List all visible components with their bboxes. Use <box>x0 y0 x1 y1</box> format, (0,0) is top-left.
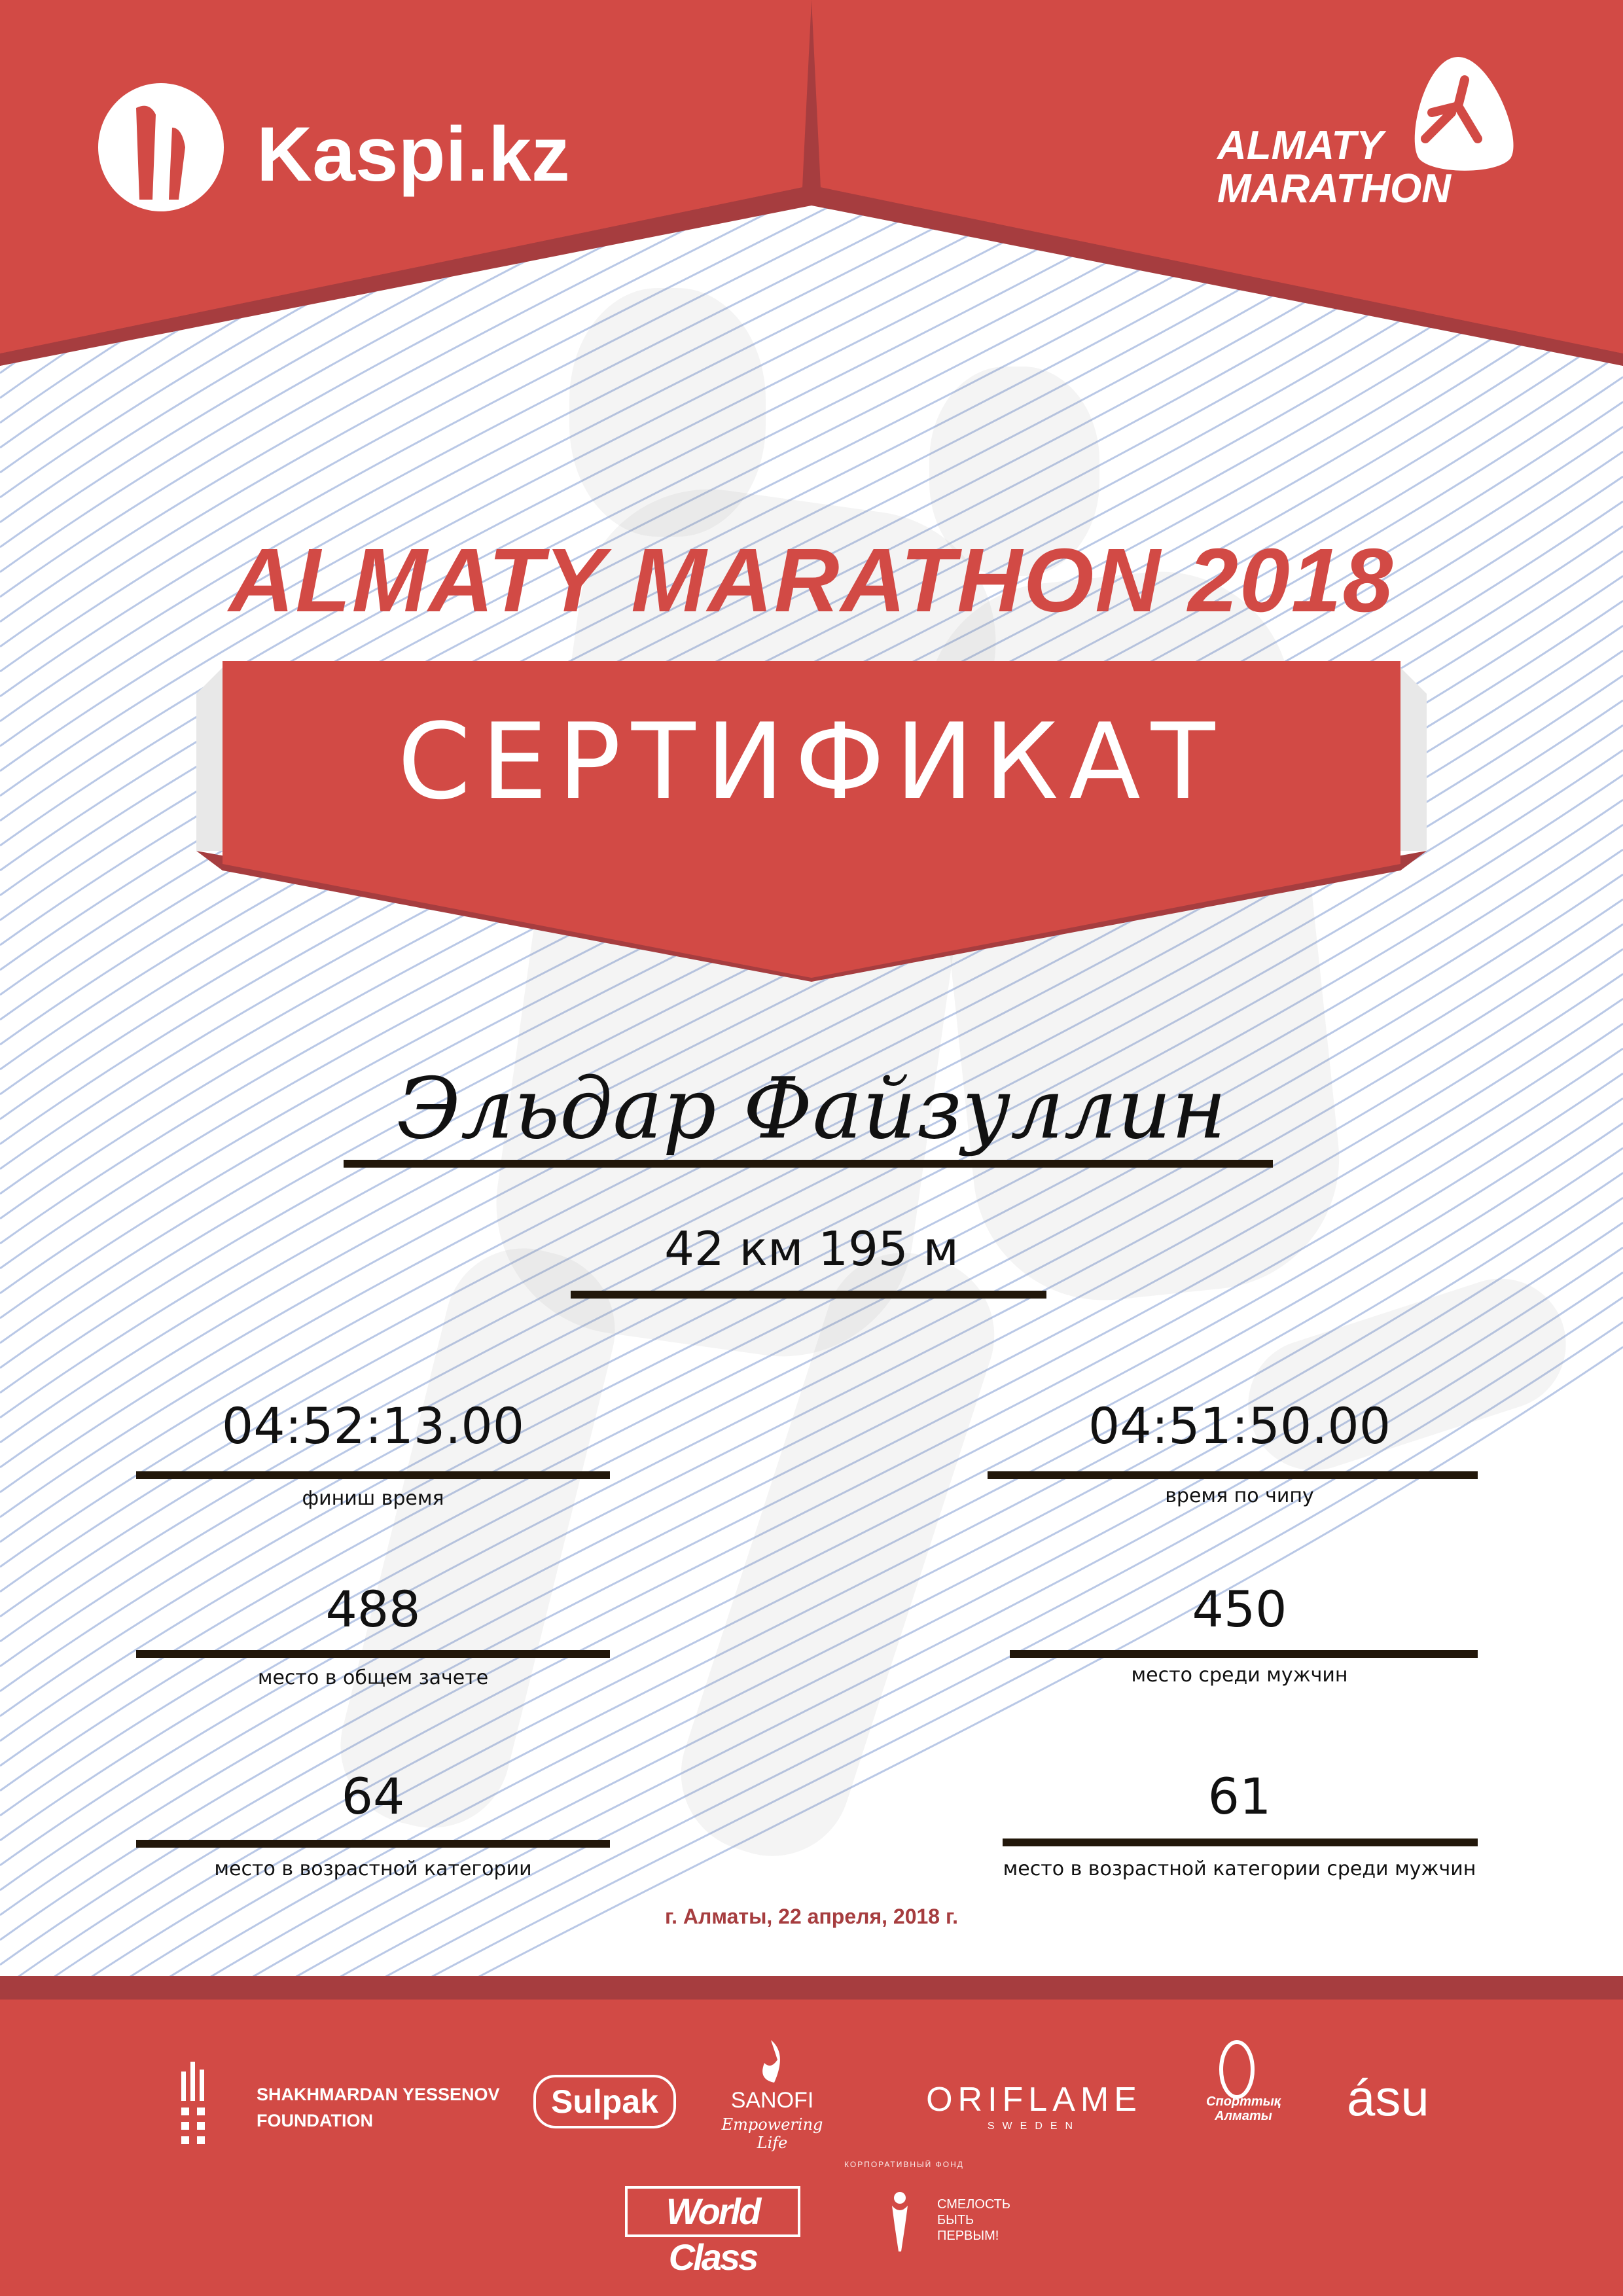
pattern-line <box>0 1097 1623 2016</box>
overall-place-line <box>136 1650 610 1658</box>
pattern-line <box>0 997 1623 1916</box>
male-place-value: 450 <box>1192 1580 1287 1638</box>
marathon-runner-icon <box>1414 57 1514 171</box>
chip-time-value: 04:51:50.00 <box>1088 1397 1391 1455</box>
pattern-line <box>0 848 1623 1767</box>
yessenov-bars-icon <box>181 2062 205 2144</box>
pattern-line <box>0 1122 1623 2041</box>
kaspi-wordmark: Kaspi.kz <box>257 111 570 198</box>
pattern-line <box>0 1022 1623 1941</box>
finish-time-line <box>136 1471 610 1479</box>
pattern-line <box>0 873 1623 1792</box>
certificate-banner <box>196 661 1427 982</box>
finish-time-value: 04:52:13.00 <box>221 1397 525 1455</box>
certificate-title: СЕРТИФИКАТ <box>397 700 1226 823</box>
fund-line2: БЫТЬ <box>937 2213 974 2227</box>
sponsor-world-class: World Class <box>625 2186 800 2278</box>
age-male-place-line <box>1003 1839 1478 1846</box>
pattern-line <box>0 749 1623 1668</box>
age-place-line <box>136 1840 610 1848</box>
pattern-line <box>0 823 1623 1742</box>
participant-name: Эльдар Файзуллин <box>397 1060 1226 1158</box>
sanofi-tagline: Empowering Life <box>721 2115 823 2152</box>
fund-line3: ПЕРВЫМ! <box>937 2229 999 2243</box>
pattern-line <box>0 724 1623 1643</box>
fund-arc-text: КОРПОРАТИВНЫЙ ФОНД <box>844 2160 964 2169</box>
pattern-line <box>0 898 1623 1817</box>
name-underline <box>344 1160 1273 1168</box>
fund-line1: СМЕЛОСТЬ <box>937 2197 1011 2212</box>
sanofi-bird-icon <box>762 2040 780 2083</box>
event-title: ALMATY MARATHON 2018 <box>228 530 1395 631</box>
pattern-line <box>0 0 1226 673</box>
header-banner <box>0 0 1623 366</box>
chip-time-line <box>988 1471 1478 1479</box>
yessenov-line2: FOUNDATION <box>257 2111 373 2130</box>
pattern-line <box>0 1147 1623 2066</box>
sanofi-name: SANOFI <box>730 2088 814 2113</box>
age-male-place-label: место в возрастной категории среди мужчи… <box>1003 1857 1476 1880</box>
distance-underline <box>571 1291 1046 1299</box>
marathon-logo-line1: ALMATY <box>1217 123 1383 168</box>
pattern-line <box>0 177 1623 1096</box>
pattern-line <box>0 1172 1623 2090</box>
pattern-line <box>0 152 1623 1071</box>
age-male-place-value: 61 <box>1207 1767 1272 1825</box>
age-place-value: 64 <box>341 1767 405 1825</box>
sponsor-asu: ásu <box>1347 2069 1429 2126</box>
sport-almaty-line2: Алматы <box>1215 2109 1272 2123</box>
oriflame-sub: SWEDEN <box>987 2121 1081 2132</box>
pattern-line <box>0 0 1313 723</box>
footer-band <box>0 1976 1623 2000</box>
pattern-line <box>0 1196 1623 2115</box>
pattern-line <box>0 948 1623 1867</box>
pattern-line <box>0 798 1623 1717</box>
sport-almaty-emblem-icon <box>1219 2040 1255 2099</box>
male-place-label: место среди мужчин <box>1131 1664 1348 1687</box>
sponsor-sulpak: Sulpak <box>533 2075 676 2128</box>
age-place-label: место в возрастной категории <box>214 1857 532 1880</box>
finish-time-label: финиш время <box>302 1487 444 1510</box>
marathon-logo-line2: MARATHON <box>1217 166 1452 211</box>
overall-place-value: 488 <box>325 1580 421 1638</box>
footer <box>0 2000 1623 2296</box>
pattern-line <box>0 923 1623 1842</box>
distance: 42 км 195 м <box>664 1221 959 1276</box>
pattern-line <box>0 1047 1623 1966</box>
pattern-line <box>0 774 1623 1693</box>
male-place-line <box>1010 1650 1478 1658</box>
fund-figure-icon <box>892 2192 908 2251</box>
yessenov-line1: SHAKHMARDAN YESSENOV <box>257 2085 500 2104</box>
chip-time-label: время по чипу <box>1165 1484 1314 1507</box>
sport-almaty-line1: Спорттық <box>1206 2094 1281 2109</box>
date-location: г. Алматы, 22 апреля, 2018 г. <box>665 1905 958 1928</box>
oriflame-name: ORIFLAME <box>926 2081 1142 2119</box>
pattern-line <box>0 973 1623 1892</box>
kaspi-person-icon <box>98 83 224 211</box>
pattern-line <box>0 0 1270 698</box>
overall-place-label: место в общем зачете <box>257 1666 489 1689</box>
pattern-line <box>0 0 1356 747</box>
